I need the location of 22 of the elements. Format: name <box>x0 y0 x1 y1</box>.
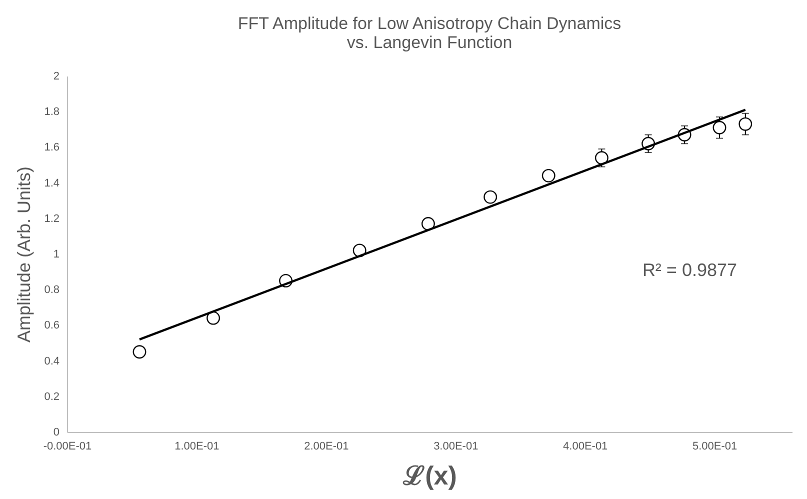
y-tick-label: 1 <box>53 248 60 260</box>
y-tick-label: 2 <box>53 70 60 82</box>
x-tick-label: -0.00E-01 <box>43 440 92 452</box>
y-tick-label: 0.6 <box>44 320 60 332</box>
x-tick-label: 1.00E-01 <box>174 440 220 452</box>
y-tick-label: 0.8 <box>44 284 60 296</box>
x-tick-label: 4.00E-01 <box>563 440 608 452</box>
text: vs. Langevin Function <box>346 33 512 52</box>
y-tick-label: 1.4 <box>44 177 60 190</box>
x-axis-title: ℒ(x) <box>402 460 457 490</box>
annotation: R² = 0.9877 <box>642 260 737 280</box>
y-tick-label: 0.4 <box>44 355 60 368</box>
text: FFT Amplitude for Low Anisotropy Chain Dynamics <box>238 14 622 33</box>
y-tick-label: 0 <box>53 426 60 438</box>
y-tick-label: 0.2 <box>44 390 60 403</box>
y-axis-title: Amplitude (Arb. Units) <box>14 166 34 343</box>
y-tick-label: 1.8 <box>44 106 60 118</box>
y-tick-label: 1.2 <box>44 212 60 225</box>
x-tick-label: 2.00E-01 <box>304 440 349 452</box>
y-tick-label: 1.6 <box>44 142 60 154</box>
x-tick-label: 5.00E-01 <box>692 440 738 452</box>
x-tick-label: 3.00E-01 <box>434 440 478 452</box>
